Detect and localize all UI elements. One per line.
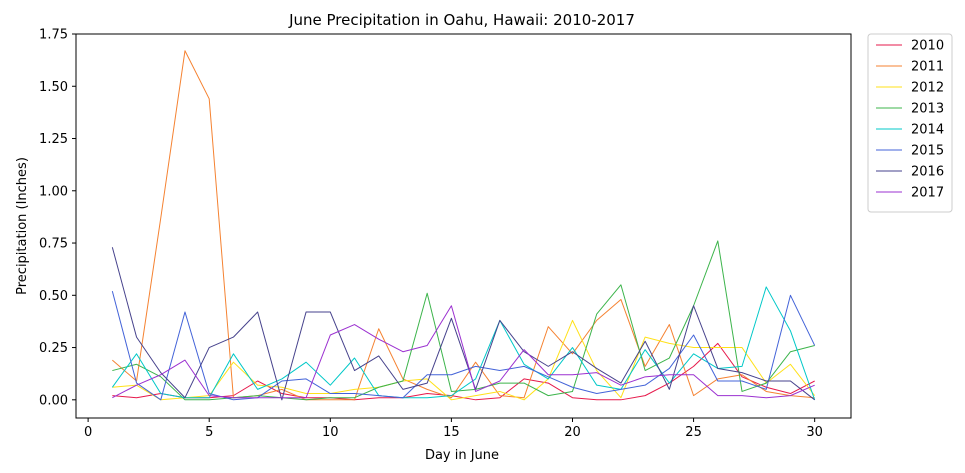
series-layer [111,50,816,401]
y-tick-label: 0.25 [39,341,68,356]
series-line-2015 [111,290,816,401]
x-tick-label: 10 [322,425,339,440]
series-line-2013 [112,240,815,401]
y-tick-label: 1.75 [39,28,68,43]
legend-box [867,33,953,213]
legend-label-2012: 2012 [911,81,944,96]
x-tick-label: 15 [443,425,460,440]
x-tick-label: 30 [806,425,823,440]
legend-label-2015: 2015 [911,144,944,159]
series-line-2017 [112,305,815,399]
legend-label-2017: 2017 [911,186,944,201]
x-tick-label: 25 [685,425,702,440]
plot-background [76,34,851,418]
series-line-2011 [112,50,815,401]
plot-area [76,34,851,418]
y-tick-label: 0.50 [39,289,68,304]
axes-layer: 0 5 10 15 20 25 30 0.00 0.25 0.50 0.75 1.00 1.25 1.50… [39,28,852,440]
axes-frame [75,33,852,419]
series-line-2012 [112,319,816,401]
series-line-2016 [111,247,815,401]
legend: 2010 2011 2012 2013 2014 2015 2016 2017 [867,33,953,213]
chart-title: June Precipitation in Oahu, Hawaii: 2010… [288,11,635,29]
series-line-2014 [111,286,816,400]
y-tick-label: 1.25 [39,132,68,147]
x-axis-title: Day in June [425,448,499,463]
y-axis-title: Precipitation (Inches) [15,157,30,295]
legend-label-2011: 2011 [911,60,944,75]
y-tick-label: 1.50 [39,80,68,95]
legend-label-2016: 2016 [911,165,944,180]
x-tick-label: 0 [84,425,92,440]
legend-label-2014: 2014 [911,123,944,138]
x-tick-label: 20 [564,425,581,440]
y-tick-label: 1.00 [39,184,68,199]
y-tick-label: 0.00 [39,393,68,408]
legend-label-2010: 2010 [911,39,944,54]
y-tick-label: 0.75 [39,237,68,252]
legend-label-2013: 2013 [911,102,944,117]
x-tick-label: 5 [205,425,213,440]
